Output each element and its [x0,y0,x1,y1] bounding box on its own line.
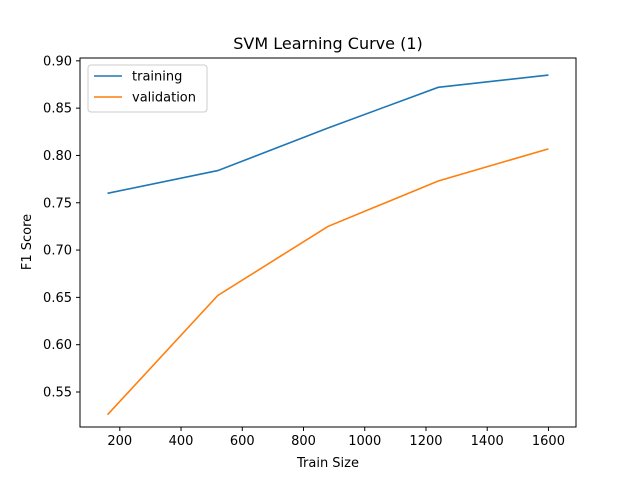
x-tick-label: 1600 [532,434,565,449]
y-axis: 0.55 0.60 0.65 0.70 0.75 0.80 0.85 0.90 [43,54,80,400]
y-tick-label: 0.70 [43,244,72,259]
x-tick-label: 400 [169,434,194,449]
validation-series-line [106,148,549,416]
y-tick-label: 0.90 [43,54,72,69]
axes-frame [79,57,577,428]
y-tick-label: 0.80 [43,149,72,164]
validation-legend-label: validation [132,91,196,106]
x-tick-label: 800 [291,434,316,449]
y-axis-label: F1 Score [20,214,35,270]
legend: training validation [87,64,208,113]
training-legend-label: training [132,70,182,85]
x-tick-label: 1200 [409,434,442,449]
y-tick-label: 0.55 [43,385,72,400]
y-tick-label: 0.65 [43,291,72,306]
x-tick-label: 200 [107,434,132,449]
training-series-line [107,74,549,195]
plot-area [106,74,549,416]
y-tick-label: 0.85 [43,102,72,117]
y-tick-label: 0.75 [43,196,72,211]
x-axis: 200 400 600 800 1000 1200 1400 1600 [107,427,565,449]
x-tick-label: 1000 [348,434,381,449]
x-axis-label: Train Size [296,456,359,471]
x-tick-label: 600 [230,434,255,449]
chart-title: SVM Learning Curve (1) [233,34,423,53]
y-tick-label: 0.60 [43,338,72,353]
x-tick-label: 1400 [471,434,504,449]
